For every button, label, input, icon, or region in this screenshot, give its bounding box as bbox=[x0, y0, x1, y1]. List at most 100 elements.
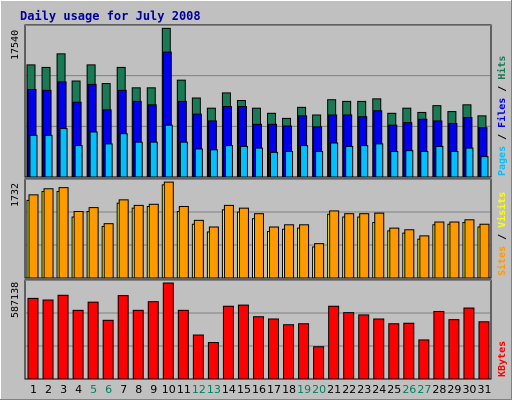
kbytes-bar bbox=[463, 307, 475, 380]
sites-bar bbox=[58, 187, 69, 279]
sites-bar bbox=[449, 221, 460, 279]
day-label: 7 bbox=[120, 383, 127, 396]
sites-bar bbox=[299, 224, 310, 279]
kbytes-bar bbox=[373, 318, 385, 380]
pages-bar bbox=[435, 145, 444, 178]
pages-bar bbox=[209, 149, 218, 178]
legend-part: Visits bbox=[496, 192, 508, 228]
kbytes-bar bbox=[177, 309, 189, 380]
kbytes-bar bbox=[72, 309, 84, 380]
pages-bar bbox=[345, 145, 354, 178]
day-label: 12 bbox=[192, 383, 206, 396]
legend-pages-files-hits: Pages / Files / Hits bbox=[496, 56, 508, 176]
sites-bar bbox=[314, 243, 325, 279]
pages-bar bbox=[465, 147, 474, 178]
legend-part: / bbox=[497, 228, 508, 246]
pages-bar bbox=[119, 133, 128, 178]
kbytes-bar bbox=[388, 323, 400, 380]
pages-bar bbox=[89, 131, 98, 178]
kbytes-bar bbox=[403, 322, 415, 380]
kbytes-bar bbox=[358, 314, 370, 380]
pages-bar bbox=[420, 151, 429, 178]
day-label: 15 bbox=[237, 383, 251, 396]
pages-bar bbox=[330, 142, 339, 178]
kbytes-bar bbox=[147, 301, 159, 380]
pages-bar bbox=[74, 145, 83, 178]
sites-bar bbox=[88, 207, 99, 279]
day-label: 27 bbox=[417, 383, 431, 396]
x-axis-day-labels: 1 2 3 4 5 6 7 8 9 10 11 12 13 14 15 16 17 18 19 20 21 22 23 24 2… bbox=[30, 383, 491, 396]
y-max-label-hits: 17540 bbox=[10, 30, 21, 60]
pages-bar bbox=[285, 151, 294, 178]
day-label: 17 bbox=[267, 383, 281, 396]
sites-bar bbox=[464, 219, 475, 279]
kbytes-bar bbox=[132, 309, 144, 380]
day-label: 30 bbox=[462, 383, 476, 396]
sites-bar bbox=[208, 226, 219, 279]
day-label: 11 bbox=[177, 383, 191, 396]
pages-bar bbox=[450, 151, 459, 178]
pages-bar bbox=[194, 148, 203, 178]
graph-title: Daily usage for July 2008 bbox=[20, 9, 201, 23]
sites-bar bbox=[163, 181, 174, 279]
pages-bar bbox=[149, 141, 158, 178]
pages-bar bbox=[270, 151, 279, 178]
kbytes-bar bbox=[478, 321, 490, 380]
day-label: 26 bbox=[402, 383, 416, 396]
day-label: 4 bbox=[75, 383, 82, 396]
panel-sites-visits bbox=[24, 178, 492, 279]
kbytes-bar bbox=[102, 319, 114, 380]
kbytes-bar bbox=[237, 304, 249, 380]
sites-bar bbox=[133, 204, 144, 279]
kbytes-bar bbox=[268, 318, 280, 380]
day-label: 23 bbox=[357, 383, 371, 396]
pages-bar bbox=[164, 124, 173, 178]
sites-bar bbox=[359, 213, 370, 279]
day-label: 24 bbox=[372, 383, 386, 396]
sites-bar bbox=[193, 219, 204, 279]
legend-part: Sites bbox=[496, 246, 508, 276]
kbytes-bar bbox=[343, 312, 355, 380]
pages-bar bbox=[224, 145, 233, 178]
sites-bar bbox=[344, 213, 355, 279]
kbytes-bar bbox=[162, 282, 174, 380]
sites-bar bbox=[269, 226, 280, 279]
kbytes-bar bbox=[313, 346, 325, 380]
day-label: 16 bbox=[252, 383, 266, 396]
pages-bar bbox=[134, 141, 143, 178]
kbytes-bar bbox=[283, 324, 295, 380]
y-max-label-sites: 1732 bbox=[10, 183, 21, 207]
sites-bar bbox=[284, 224, 295, 279]
day-label: 20 bbox=[312, 383, 326, 396]
day-label: 6 bbox=[105, 383, 112, 396]
kbytes-bar bbox=[87, 301, 99, 380]
sites-bar bbox=[329, 210, 340, 279]
kbytes-bar bbox=[57, 294, 69, 380]
kbytes-bar bbox=[222, 305, 234, 380]
pages-bar bbox=[300, 145, 309, 178]
y-max-label-kbytes: 587138 bbox=[10, 282, 21, 318]
legend-part: Pages bbox=[497, 146, 508, 176]
pages-bar bbox=[405, 150, 414, 178]
day-label: 3 bbox=[60, 383, 67, 396]
pages-bar bbox=[104, 143, 113, 178]
day-label: 21 bbox=[327, 383, 341, 396]
sites-bar bbox=[479, 223, 490, 279]
day-label: 9 bbox=[150, 383, 157, 396]
sites-bar bbox=[148, 203, 159, 279]
pages-bar bbox=[315, 151, 324, 178]
kbytes-bar bbox=[298, 323, 310, 380]
sites-bar bbox=[223, 204, 234, 279]
sites-bar bbox=[389, 227, 400, 279]
pages-bar bbox=[254, 147, 263, 178]
sites-bar bbox=[238, 207, 249, 279]
kbytes-bar bbox=[207, 342, 219, 380]
pages-bar bbox=[390, 151, 399, 178]
day-label: 1 bbox=[30, 383, 37, 396]
panel-kbytes bbox=[24, 279, 492, 380]
pages-bar bbox=[480, 156, 489, 178]
legend-part: Files bbox=[496, 98, 508, 128]
legend-part: KBytes bbox=[497, 341, 508, 377]
day-label: 31 bbox=[477, 383, 491, 396]
